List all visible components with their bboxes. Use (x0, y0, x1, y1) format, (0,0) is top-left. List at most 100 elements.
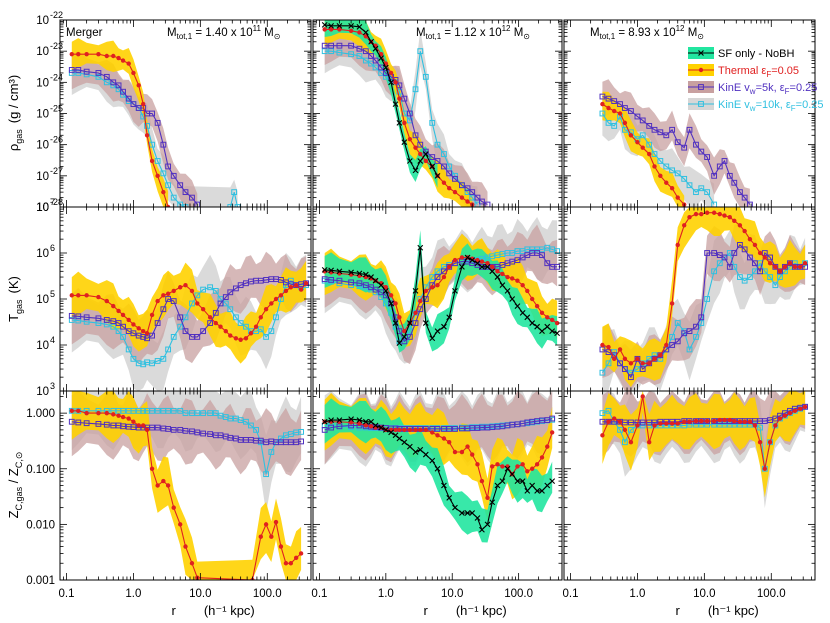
sf-point (519, 309, 526, 316)
thermal-point (243, 336, 249, 341)
thermal-point (126, 61, 131, 66)
legend-marker (698, 67, 704, 73)
thermal-point (635, 139, 640, 145)
thermal-point (777, 416, 783, 421)
thermal-point (149, 466, 155, 471)
thermal-point (393, 427, 398, 433)
x-tick-label: 10.0 (441, 588, 463, 600)
sf-point (401, 439, 408, 446)
thermal-point (612, 356, 617, 362)
kin5-point (194, 333, 201, 340)
thermal-point (693, 211, 699, 217)
thermal-point (600, 342, 605, 348)
sf-point (336, 22, 343, 29)
kin5-point (441, 163, 447, 170)
panel-series (68, 407, 304, 580)
thermal-point (669, 301, 675, 306)
thermal-point (161, 293, 166, 298)
kin10-point (120, 333, 126, 340)
thermal-point (165, 291, 171, 296)
kin5-point (321, 276, 328, 283)
sf-point (489, 268, 496, 275)
y-tick-label: 10 (36, 171, 49, 183)
kin5-point (149, 424, 155, 431)
kin10-point (621, 439, 628, 446)
thermal-point (116, 308, 121, 314)
kin10-point (68, 70, 75, 76)
thermal-point (539, 310, 545, 316)
kin10-point (802, 260, 808, 267)
thermal-point (773, 264, 778, 270)
kin10-point (628, 426, 634, 433)
kin5-point (611, 98, 618, 104)
thermal-point (752, 242, 758, 248)
thermal-point (787, 410, 793, 416)
kin10-point (257, 326, 264, 333)
sf-point (554, 330, 561, 337)
thermal-point (647, 361, 652, 366)
kin5-point (657, 129, 664, 136)
thermal-point (727, 215, 732, 220)
series-line-kin10 (601, 252, 806, 374)
kin5-point (737, 241, 743, 248)
kin5-point (639, 419, 646, 426)
kin5-point (177, 314, 184, 321)
panel-bands (71, 251, 307, 391)
kin10-point (368, 60, 375, 67)
legend: SF only - NoBH Thermal εF=0.05 KinE vw=5k,… (688, 47, 824, 113)
thermal-point (218, 324, 223, 329)
kin5-point (149, 110, 155, 117)
y-tick-label: 10 (36, 202, 49, 214)
sf-point (524, 314, 531, 321)
sf-point (348, 22, 355, 29)
kin10-point (693, 333, 699, 340)
kin10-point (154, 358, 161, 364)
thermal-point (435, 433, 440, 438)
sf-point (446, 494, 453, 501)
thermal-point (465, 199, 470, 204)
thermal-point (515, 278, 520, 283)
kin10-point (599, 369, 606, 376)
kin10-point (646, 141, 653, 148)
kin5-point (115, 320, 122, 326)
y-tick-label: 10 (36, 77, 49, 89)
kin5-point (669, 342, 676, 348)
kin5-point (752, 260, 758, 267)
panel-series (68, 51, 241, 207)
y-tick-exponent: -23 (50, 41, 63, 51)
kin5-point (412, 132, 419, 139)
sf-point (469, 510, 476, 516)
kin10-point (737, 274, 743, 280)
y-tick-exponent: -27 (50, 166, 63, 176)
kin5-point (747, 254, 753, 261)
legend-label: KinE vw=10k, εF=0.25 (718, 99, 824, 113)
thermal-point (682, 419, 687, 424)
thermal-point (525, 288, 530, 294)
kin5-point (651, 126, 658, 133)
kin5-point (639, 366, 646, 372)
thermal-point (682, 223, 687, 228)
kin10-point (165, 346, 172, 353)
thermal-point (96, 294, 101, 300)
thermal-point (430, 430, 435, 435)
sf-point (382, 64, 389, 71)
thermal-point (711, 418, 717, 424)
kin5-point (170, 298, 177, 305)
thermal-point (652, 356, 657, 362)
thermal-point (773, 423, 778, 428)
thermal-point (669, 421, 675, 426)
x-tick-label: 100.0 (757, 588, 786, 600)
thermal-point (183, 282, 188, 288)
kin10-point (328, 48, 335, 55)
kin10-point (194, 292, 201, 299)
kin5-point (628, 108, 634, 114)
kin10-point (621, 126, 628, 133)
kin5-point (303, 280, 309, 287)
thermal-point (149, 312, 155, 318)
thermal-point (104, 298, 109, 304)
sf-point (534, 323, 541, 330)
kin5-point (802, 403, 808, 410)
y-tick-label: 0.001 (26, 575, 55, 587)
thermal-point (120, 414, 126, 420)
y-tick-label: 10 (36, 248, 49, 260)
